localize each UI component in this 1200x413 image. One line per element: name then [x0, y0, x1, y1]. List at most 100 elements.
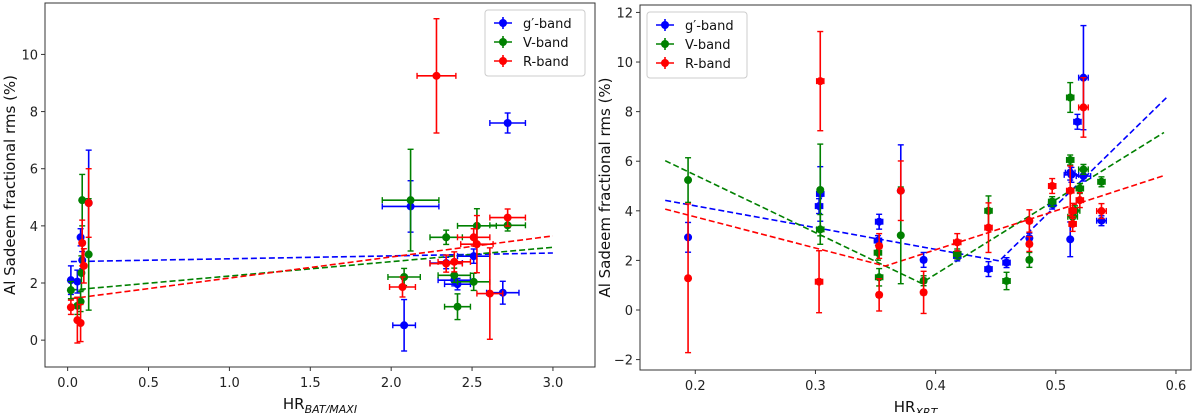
marker — [875, 217, 884, 226]
x-tick-label: 0.2 — [685, 379, 706, 394]
marker — [1002, 276, 1011, 285]
series-0 — [66, 112, 527, 352]
panel-2: 0.2 0.3 0.4 0.5 0.6 −2 0 2 4 6 8 10 12 HRXRT Al Sadeem… — [596, 4, 1192, 413]
legend: g′-band V-band R-band — [646, 11, 748, 79]
x-tick-label: 3.0 — [543, 376, 564, 391]
legend-marker — [661, 59, 669, 67]
y-tick-label: 8 — [30, 106, 38, 121]
data-point — [1068, 202, 1077, 219]
plot-frame — [639, 4, 1192, 371]
marker — [398, 283, 407, 291]
x-axis-label-subscript: XRT — [914, 406, 938, 413]
marker — [432, 71, 441, 80]
y-tick-label: 4 — [625, 205, 633, 220]
marker — [815, 277, 824, 286]
marker — [503, 119, 512, 127]
y-tick-label: 2 — [30, 277, 38, 292]
data-point — [1002, 271, 1011, 291]
legend-label: g′-band — [523, 17, 572, 32]
y-tick-label: 10 — [21, 48, 38, 63]
data-point — [814, 250, 824, 314]
legend: g′-band V-band R-band — [484, 9, 586, 77]
data-point — [1025, 251, 1034, 269]
data-point — [896, 160, 905, 222]
y-tick-label: 0 — [30, 334, 38, 349]
y-axis-label: Al Sadeem fractional rms (%) — [1, 75, 19, 295]
data-point — [489, 208, 527, 227]
marker — [469, 233, 478, 242]
data-point — [814, 197, 824, 215]
legend-label: V-band — [523, 36, 569, 51]
data-point — [78, 173, 87, 227]
data-point — [66, 280, 75, 300]
legend-marker — [661, 40, 669, 48]
marker — [472, 240, 481, 249]
fit-line-R-band — [664, 174, 1165, 267]
data-point — [84, 168, 93, 238]
x-tick-label: 0.4 — [925, 379, 946, 394]
x-tick-label: 0.3 — [805, 379, 826, 394]
marker — [816, 77, 825, 86]
data-point — [684, 203, 693, 354]
x-tick-label: 0.0 — [57, 376, 78, 391]
x-axis-label-subscript: BAT/MAXI — [305, 403, 358, 413]
data-point — [460, 214, 494, 274]
marker — [1025, 216, 1034, 225]
data-point — [66, 299, 75, 316]
legend-box — [484, 9, 586, 77]
y-tick-label: 2 — [625, 254, 633, 269]
data-point — [1095, 202, 1107, 220]
marker — [875, 242, 884, 251]
marker — [953, 249, 962, 258]
marker — [1075, 196, 1084, 205]
x-tick-label: 2.0 — [381, 376, 402, 391]
data-point — [815, 30, 825, 132]
data-point — [875, 278, 884, 312]
marker — [78, 196, 87, 205]
data-point — [456, 272, 491, 292]
data-point — [815, 213, 825, 245]
y-tick-label: −2 — [614, 354, 633, 369]
x-tick-label: 0.5 — [1045, 379, 1066, 394]
marker — [875, 290, 884, 299]
legend-box — [646, 11, 748, 79]
marker — [896, 231, 905, 240]
x-tick-label: 0.6 — [1166, 379, 1187, 394]
marker — [1097, 177, 1106, 186]
data-point — [1025, 235, 1034, 253]
marker — [485, 289, 494, 298]
marker — [1068, 219, 1077, 228]
marker — [1066, 235, 1075, 244]
x-axis-label-main: HR — [894, 398, 916, 413]
fit-line-V-band — [664, 131, 1165, 285]
data-point — [443, 293, 472, 321]
data-point — [874, 213, 884, 230]
x-axis-label-main: HR — [283, 395, 305, 413]
data-point — [875, 232, 884, 260]
fit-line-g′-band — [70, 252, 553, 263]
marker — [984, 223, 993, 232]
x-tick-label: 0.5 — [138, 376, 159, 391]
data-point — [1047, 195, 1057, 208]
data-point — [476, 247, 504, 340]
data-point — [416, 18, 457, 134]
data-point — [1002, 256, 1011, 269]
fit-line-g′-band — [665, 97, 1167, 262]
data-point — [984, 202, 993, 254]
data-point — [1077, 163, 1089, 176]
y-tick-label: 12 — [616, 6, 633, 21]
marker — [79, 261, 88, 270]
panel-1: 0.0 0.5 1.0 1.5 2.0 2.5 3.0 0 2 4 6 8 10 HRBAT/MAXI Al… — [1, 2, 596, 413]
data-point — [984, 260, 993, 278]
legend-marker — [499, 38, 507, 46]
series-2 — [66, 18, 527, 344]
legend-label: R-band — [685, 57, 731, 72]
series-1 — [684, 81, 1106, 291]
legend-label: V-band — [685, 38, 731, 53]
data-point — [1047, 177, 1057, 195]
data-point — [1097, 176, 1106, 188]
marker — [1066, 155, 1075, 164]
data-point — [388, 276, 417, 298]
marker — [984, 265, 993, 274]
